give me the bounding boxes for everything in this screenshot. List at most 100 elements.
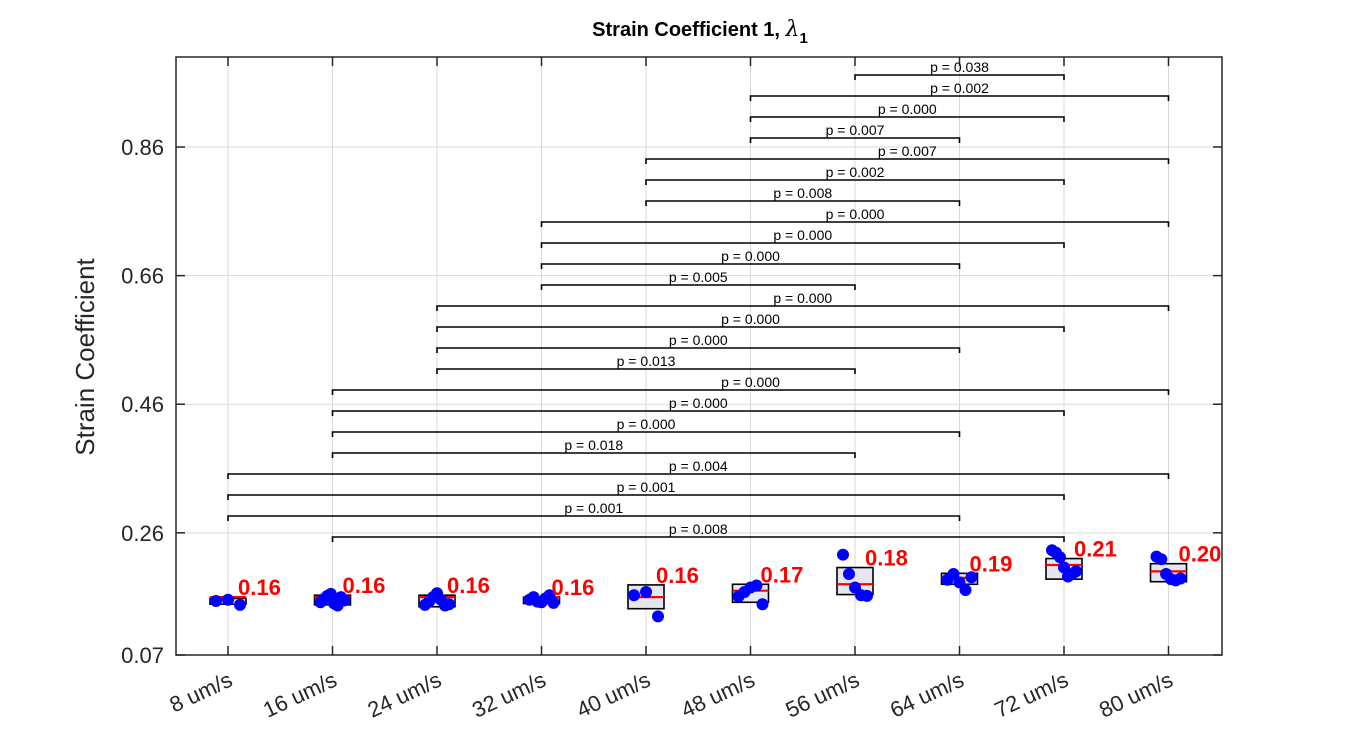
x-tick-label: 72 um/s [991,667,1072,723]
data-point [843,567,855,580]
data-point [222,593,234,606]
data-point [750,579,763,592]
p-value-label: p = 0.000 [669,395,728,411]
data-point [547,596,560,609]
data-point [959,584,972,597]
data-point [1174,572,1187,585]
y-tick-label: 0.26 [121,521,164,546]
median-value-label: 0.16 [656,563,699,588]
median-value-label: 0.16 [447,573,490,598]
median-value-label: 0.17 [761,562,804,587]
data-points [210,544,1187,623]
axes-frame [175,56,1223,656]
data-point [324,587,337,600]
p-value-label: p = 0.000 [773,290,832,306]
significance-bracket [227,515,961,521]
p-value-label: p = 0.007 [878,143,937,159]
p-value-label: p = 0.008 [669,521,728,537]
y-tick-label: 0.66 [121,264,164,289]
data-point [1155,553,1168,566]
p-value-label: p = 0.000 [773,227,832,243]
p-value-label: p = 0.008 [773,185,832,201]
x-tick-label: 16 um/s [259,667,340,723]
p-value-label: p = 0.000 [721,374,780,390]
significance-bracket [331,536,1065,542]
median-labels: 0.16 0.16 0.16 0.16 0.16 0.17 0.18 0.19 0.21 0.20 [238,537,1221,601]
significance-bracket [331,452,856,458]
p-value-label: p = 0.038 [930,59,989,75]
significance-bracket [436,305,1170,311]
chart-title-subscript: 1 [799,30,807,47]
p-value-label: p = 0.007 [826,122,885,138]
significance-bracket [645,158,1170,164]
x-tick-label: 80 um/s [1095,667,1176,723]
median-value-label: 0.18 [865,546,908,571]
significance-bracket [540,221,1170,227]
data-point [861,589,873,602]
data-point [1070,565,1082,578]
x-tick-label: 40 um/s [573,667,654,723]
significance-bracket [540,263,961,269]
data-point [640,585,652,598]
p-value-label: p = 0.000 [721,311,780,327]
significance-bracket [645,179,1065,185]
significance-bracket [645,200,961,206]
p-value-label: p = 0.002 [930,80,989,96]
p-value-label: p = 0.000 [617,416,676,432]
p-value-label: p = 0.000 [721,248,780,264]
p-value-label: p = 0.001 [617,479,676,495]
p-value-label: p = 0.005 [669,269,728,285]
significance-bracket [227,473,1170,479]
x-tick-label: 56 um/s [782,667,863,723]
median-value-label: 0.20 [1179,542,1222,567]
median-value-label: 0.19 [970,551,1013,576]
p-value-label: p = 0.000 [826,206,885,222]
y-tick-label: 0.46 [121,392,164,417]
chart-title-symbol: λ [785,17,800,42]
chart-title: Strain Coefficient 1, λ1 [592,17,808,47]
significance-bracket [436,326,1065,332]
data-point [837,548,849,561]
significance-bracket [436,368,856,374]
significance-bracket [540,284,856,290]
significance-bracket [331,410,1065,416]
data-point [234,598,246,611]
p-value-label: p = 0.000 [669,332,728,348]
p-value-label: p = 0.002 [826,164,885,180]
significance-bracket [854,74,1065,80]
p-value-label: p = 0.013 [617,353,676,369]
x-tick-label: 64 um/s [886,667,967,723]
data-point [1058,561,1070,574]
median-value-label: 0.21 [1074,537,1117,562]
data-point [756,598,769,611]
x-tick-label: 48 um/s [677,667,758,723]
data-point [338,594,351,607]
data-point [947,567,960,580]
significance-bracket [331,431,961,437]
significance-bracket [749,116,1065,122]
significance-bracket [436,347,961,353]
x-tick-label: 32 um/s [468,667,549,723]
significance-bracket [227,494,1065,500]
significance-bracket [540,242,1065,248]
significance-bracket [749,95,1170,101]
data-point [652,610,664,623]
significance-brackets: p = 0.008 p = 0.001 p = 0.001 p = 0.004 p = … [227,59,1170,542]
median-value-label: 0.16 [238,575,281,600]
chart-title-text: Strain Coefficient 1, [592,19,785,41]
p-value-label: p = 0.004 [669,458,728,474]
data-point [628,589,640,602]
significance-bracket [749,137,961,143]
y-tick-label: 0.86 [121,135,164,160]
p-value-label: p = 0.018 [564,437,623,453]
data-point [210,594,222,607]
data-point [443,598,455,611]
x-tick-label: 8 um/s [166,667,236,718]
y-axis-label: Strain Coefficient [70,257,100,455]
median-value-label: 0.16 [552,575,595,600]
p-value-label: p = 0.001 [564,500,623,516]
median-value-label: 0.16 [343,573,386,598]
data-point [1054,551,1066,564]
